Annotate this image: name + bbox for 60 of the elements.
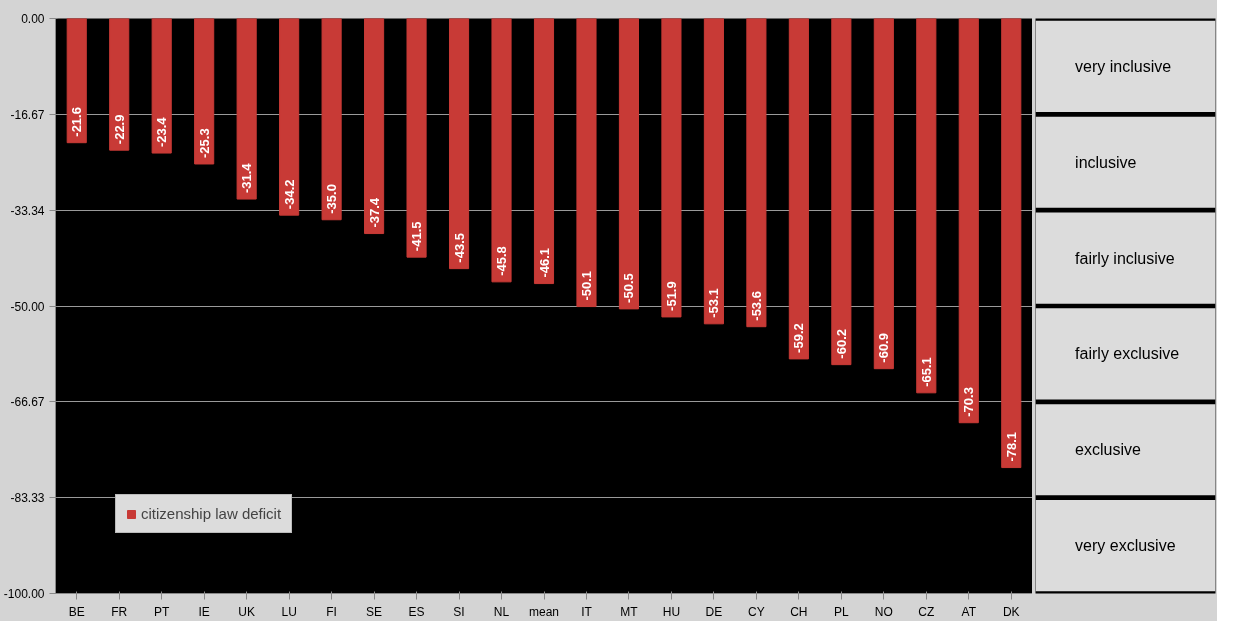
text: -60.9 <box>876 333 892 363</box>
text: -78.1 <box>1003 431 1019 462</box>
x-tick-label: PL <box>834 604 850 619</box>
x-tick-label: LU <box>281 604 297 619</box>
x-tick-label: DE <box>705 604 723 619</box>
text: -35.0 <box>324 184 340 214</box>
text: -23.4 <box>154 117 170 148</box>
text: -50.1 <box>578 270 594 301</box>
x-tick-label: IE <box>198 604 210 619</box>
x-tick-label: CH <box>790 604 808 619</box>
x-tick-label: DK <box>1002 604 1020 619</box>
text: fairly exclusive <box>1075 345 1180 363</box>
text: exclusive <box>1075 441 1142 459</box>
y-tick-label: -50.00 <box>10 299 45 314</box>
text: -53.6 <box>748 291 764 321</box>
x-tick-label: UK <box>238 604 255 619</box>
x-tick-label: CY <box>748 604 765 619</box>
legend-label: citizenship law deficit <box>141 505 282 522</box>
text: -21.6 <box>69 107 85 137</box>
text: -59.2 <box>791 323 807 353</box>
x-tick-label: HU <box>662 604 681 619</box>
text: -70.3 <box>961 387 977 417</box>
text: inclusive <box>1075 153 1137 171</box>
x-tick-label: SE <box>366 604 383 619</box>
x-tick-label: PT <box>154 604 171 619</box>
x-tick-label: NO <box>874 604 893 619</box>
text: -43.5 <box>451 232 467 263</box>
y-tick-label: -83.33 <box>10 491 45 506</box>
x-tick-label: FI <box>326 604 337 619</box>
text: very exclusive <box>1075 537 1176 555</box>
x-tick-label: MT <box>620 604 639 619</box>
text: -60.2 <box>833 329 849 359</box>
y-tick-label: 0.00 <box>21 12 45 26</box>
text: -53.1 <box>706 288 722 318</box>
x-tick-label: IT <box>581 604 593 619</box>
text: -31.4 <box>239 163 255 194</box>
text: -34.2 <box>281 179 297 210</box>
x-tick-label: ES <box>408 604 425 619</box>
x-tick-label: mean <box>528 604 560 619</box>
text: -45.8 <box>494 246 510 276</box>
text: -37.4 <box>366 197 382 228</box>
x-tick-label: CZ <box>918 604 935 619</box>
y-tick-label: -16.67 <box>10 107 45 122</box>
x-tick-label: BE <box>68 604 85 619</box>
y-tick-label: -100.00 <box>3 587 45 601</box>
text: -50.5 <box>621 273 637 303</box>
text: -46.1 <box>536 247 552 278</box>
text: -65.1 <box>918 357 934 387</box>
text: -25.3 <box>196 128 212 158</box>
text: -41.5 <box>409 221 425 252</box>
text: -51.9 <box>663 281 679 311</box>
x-tick-label: SI <box>453 604 465 619</box>
x-tick-label: NL <box>493 604 510 619</box>
x-tick-label: FR <box>111 604 128 619</box>
x-tick-label: AT <box>961 604 977 619</box>
y-tick-label: -66.67 <box>10 395 45 410</box>
text: -22.9 <box>111 114 127 145</box>
text: fairly inclusive <box>1075 249 1175 267</box>
text: very inclusive <box>1075 57 1172 75</box>
y-tick-label: -33.34 <box>10 203 45 218</box>
